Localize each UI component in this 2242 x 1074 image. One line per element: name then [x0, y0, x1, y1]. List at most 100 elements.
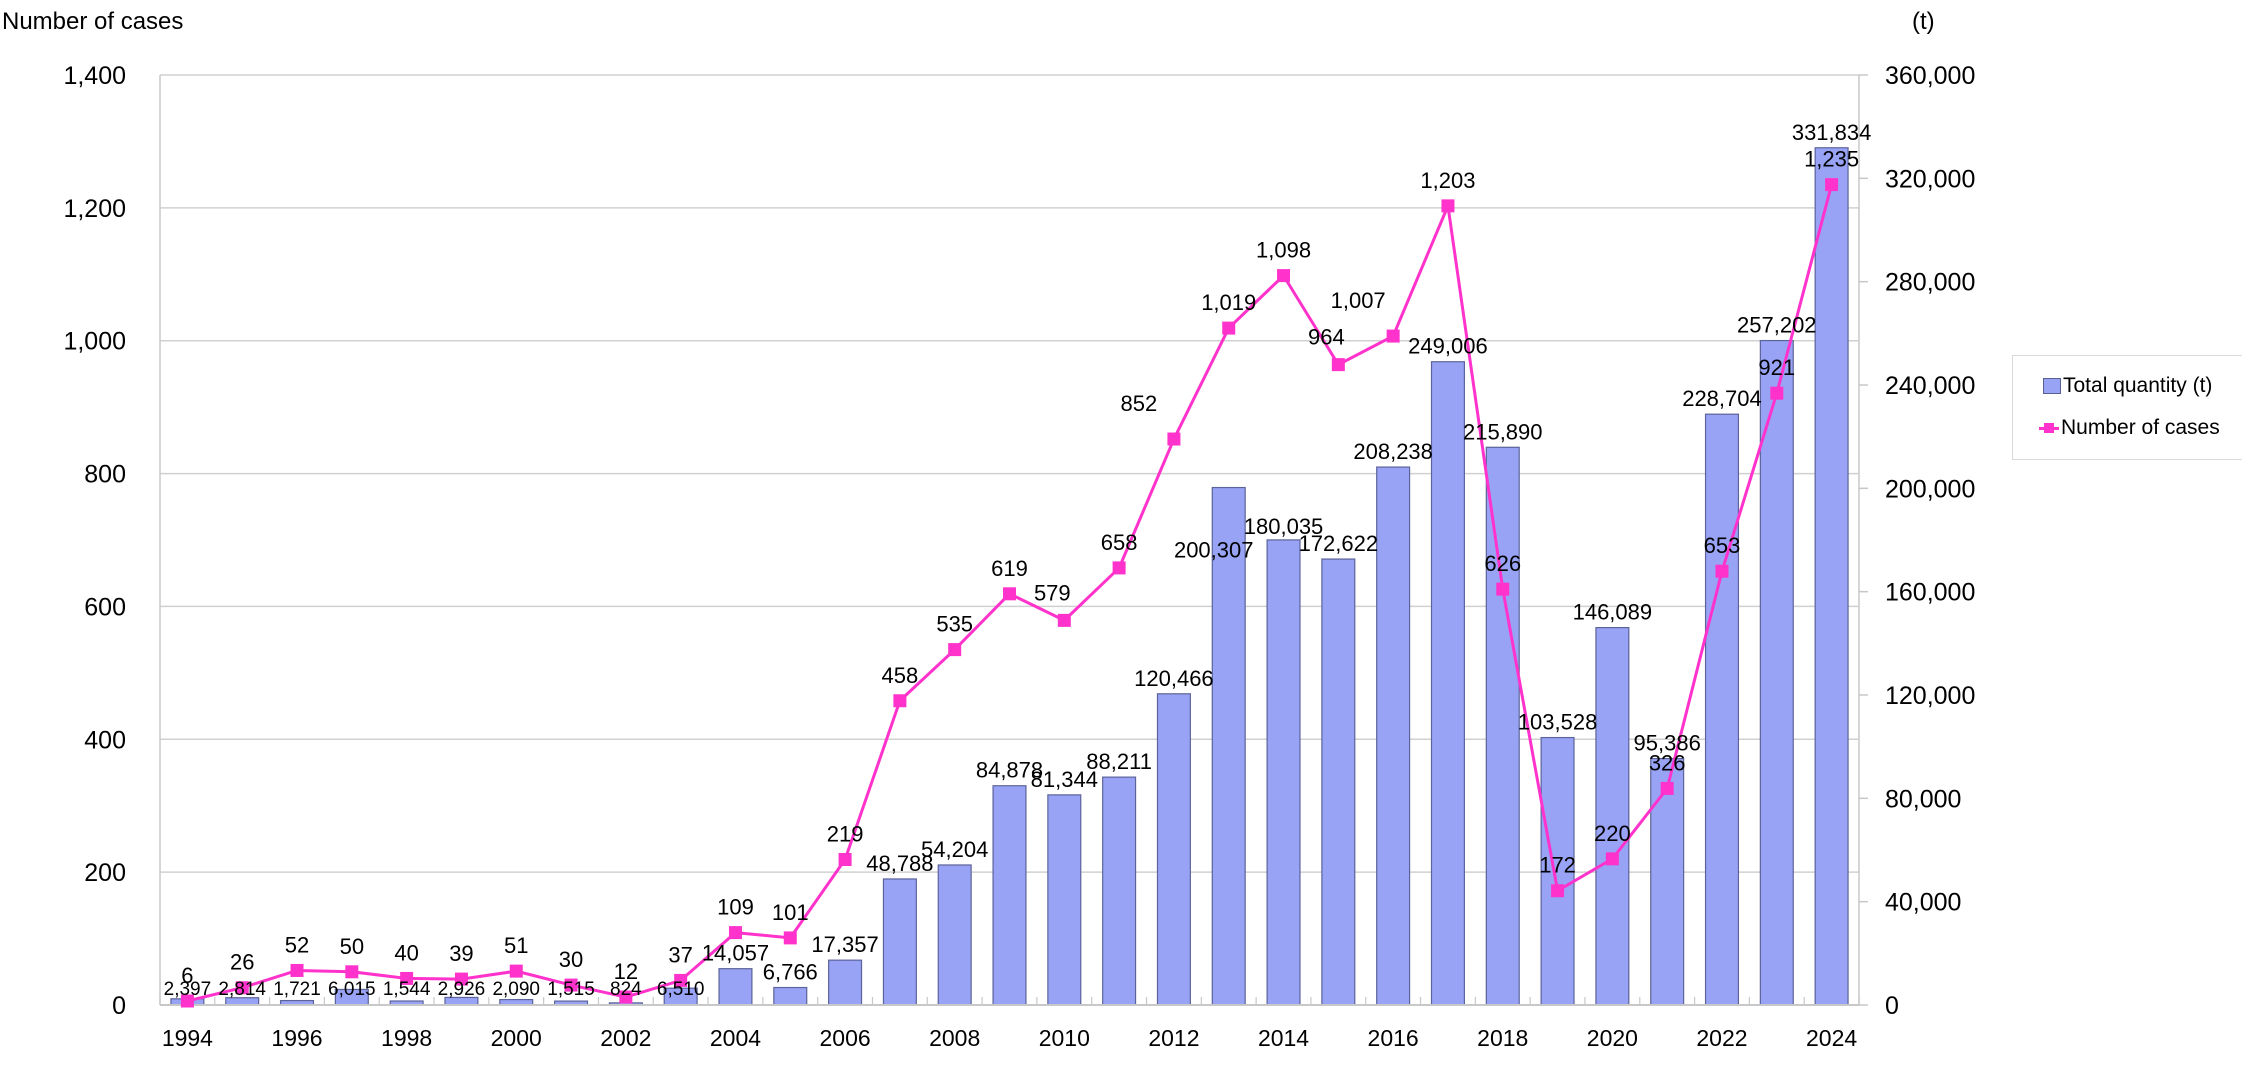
line-data-label: 172: [1539, 853, 1576, 878]
x-axis-tick-label: 2018: [1477, 1025, 1528, 1051]
bar: [828, 959, 863, 1006]
line-marker: [838, 853, 852, 867]
x-axis-tick-label: 2012: [1148, 1025, 1199, 1051]
right-axis-tick-label: 80,000: [1885, 785, 1961, 813]
bar: [937, 864, 972, 1006]
right-axis-tick-label: 160,000: [1885, 579, 1975, 607]
bar-data-label: 1,544: [383, 979, 431, 1000]
line-marker: [674, 973, 688, 987]
right-axis-tick-label: 120,000: [1885, 682, 1975, 710]
bar-data-label: 257,202: [1737, 313, 1817, 338]
line-marker: [1605, 852, 1619, 866]
line-data-label: 1,007: [1331, 288, 1386, 313]
x-axis-tick-label: 2002: [600, 1025, 651, 1051]
right-axis-tick-label: 240,000: [1885, 372, 1975, 400]
bar-data-label: 1,721: [273, 979, 321, 1000]
x-axis-tick-label: 2004: [710, 1025, 761, 1051]
bar-data-label: 331,834: [1792, 120, 1872, 145]
left-axis-tick-label: 1,400: [63, 62, 126, 90]
bar: [1595, 627, 1630, 1006]
line-marker: [1825, 178, 1839, 192]
line-data-label: 1,098: [1256, 238, 1311, 263]
line-marker: [893, 694, 907, 708]
bar-data-label: 103,528: [1518, 710, 1598, 735]
left-axis-title: Number of cases: [2, 8, 184, 35]
line-marker: [619, 990, 633, 1004]
line-marker-swatch-icon: [2039, 420, 2059, 436]
left-axis-tick-label: 800: [84, 461, 126, 489]
bar-data-label: 95,386: [1634, 731, 1701, 756]
line-marker: [290, 963, 304, 977]
left-axis-tick-label: 1,000: [63, 328, 126, 356]
line-data-label: 6: [181, 963, 193, 988]
line-marker: [180, 994, 194, 1008]
x-axis-tick-label: 2006: [819, 1025, 870, 1051]
x-axis-tick-label: 2020: [1587, 1025, 1638, 1051]
axes: 0 200 400 600 800 1,000 1,200 1,400 0 40,000 80,00…: [63, 62, 1975, 1051]
bar: [1321, 558, 1356, 1006]
left-axis-tick-label: 400: [84, 726, 126, 754]
line-marker: [1770, 386, 1784, 400]
line-data-label: 219: [827, 822, 864, 847]
data-labels: 2,397 2,814 1,721 6,015 1,544 2,926 2,090 1,515…: [164, 120, 1872, 1000]
line-data-label: 109: [717, 895, 754, 920]
bar-data-label: 2,926: [438, 979, 486, 1000]
line-data-label: 458: [882, 663, 919, 688]
bar-data-label: 6,766: [763, 960, 818, 985]
line-marker: [948, 643, 962, 657]
line-data-label: 619: [991, 556, 1028, 581]
bar-data-label: 228,704: [1682, 386, 1762, 411]
bar-data-label: 146,089: [1573, 600, 1653, 625]
line-marker: [1057, 613, 1071, 627]
bar: [1376, 466, 1411, 1006]
x-axis-tick-label: 2016: [1368, 1025, 1419, 1051]
bar-data-label: 17,357: [811, 932, 878, 957]
bar-data-label: 81,344: [1031, 767, 1098, 792]
x-axis-tick-label: 2010: [1039, 1025, 1090, 1051]
legend: Total quantity (t) Number of cases: [2012, 355, 2242, 460]
x-axis-tick-label: 1994: [162, 1025, 213, 1051]
bar: [882, 878, 917, 1006]
x-axis-tick-label: 2000: [491, 1025, 542, 1051]
line-data-label: 1,019: [1201, 290, 1256, 315]
left-axis-tick-label: 1,200: [63, 195, 126, 223]
line-marker: [564, 978, 578, 992]
line-data-label: 39: [449, 941, 473, 966]
line-marker: [1386, 329, 1400, 343]
bar-swatch-icon: [2043, 378, 2061, 394]
bar: [1156, 693, 1191, 1006]
bar-data-label: 6,015: [328, 979, 376, 1000]
line-data-label: 40: [394, 940, 418, 965]
line-data-label: 658: [1101, 530, 1138, 555]
line-marker: [1551, 884, 1565, 898]
bar-data-label: 120,466: [1134, 666, 1214, 691]
left-axis-tick-label: 0: [112, 992, 126, 1020]
line-data-label: 51: [504, 933, 528, 958]
bar: [1430, 361, 1465, 1006]
line-data-label: 964: [1308, 325, 1345, 350]
x-axis-tick-label: 2014: [1258, 1025, 1309, 1051]
bar-data-label: 208,238: [1353, 439, 1433, 464]
line-marker: [783, 931, 797, 945]
line-marker: [345, 965, 359, 979]
x-axis-tick-label: 2024: [1806, 1025, 1857, 1051]
line-data-label: 852: [1121, 391, 1158, 416]
line-marker: [1441, 199, 1455, 213]
bar-data-label: 88,211: [1086, 749, 1152, 774]
bar: [1650, 757, 1685, 1006]
line-marker: [400, 971, 414, 985]
x-axis-tick-label: 2008: [929, 1025, 980, 1051]
line-data-label: 101: [772, 900, 809, 925]
line-data-label: 220: [1594, 821, 1631, 846]
x-axis-tick-label: 1998: [381, 1025, 432, 1051]
line-data-label: 1,203: [1420, 168, 1475, 193]
bar-data-label: 1,515: [547, 979, 595, 1000]
line-marker: [1660, 781, 1674, 795]
line-data-label: 921: [1758, 355, 1795, 380]
right-axis-tick-label: 320,000: [1885, 165, 1975, 193]
left-axis-tick-label: 600: [84, 593, 126, 621]
bar-data-label: 2,397: [164, 979, 212, 1000]
bar-data-label: 2,090: [492, 979, 540, 1000]
bar-data-label: 2,814: [218, 979, 266, 1000]
